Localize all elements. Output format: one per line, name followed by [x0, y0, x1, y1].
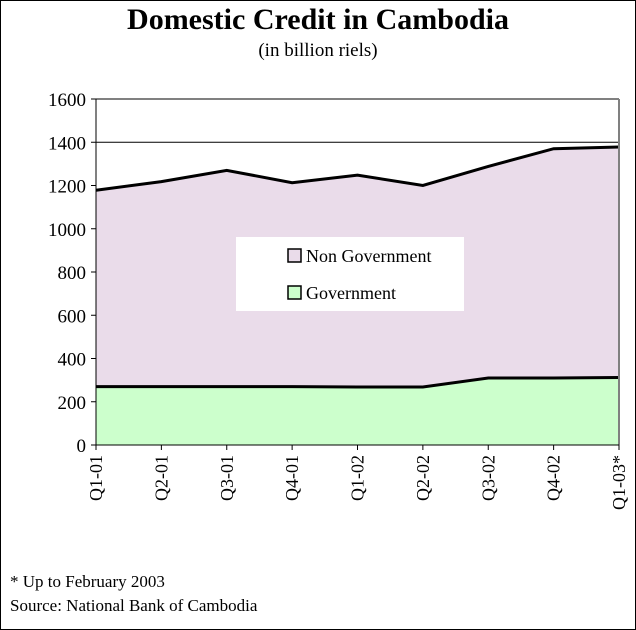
y-tick-label: 1600 [48, 90, 86, 111]
x-tick-label: Q4-02 [544, 455, 564, 501]
y-tick-label: 800 [58, 263, 87, 284]
x-tick-label: Q2-02 [413, 455, 433, 501]
y-tick-label: 1000 [48, 220, 86, 241]
legend-box [236, 237, 464, 311]
x-tick-label: Q4-01 [282, 455, 302, 501]
chart-title: Domestic Credit in Cambodia [127, 3, 509, 36]
y-tick-label: 400 [58, 350, 87, 371]
x-tick-label: Q1-01 [86, 455, 106, 501]
footnote: * Up to February 2003 [10, 572, 165, 591]
y-tick-label: 1200 [48, 177, 86, 198]
y-tick-label: 1400 [48, 133, 86, 154]
x-tick-label: Q2-01 [151, 455, 171, 501]
x-tick-label: Q3-01 [217, 455, 237, 501]
chart-subtitle: (in billion riels) [258, 40, 378, 61]
legend-swatch-non-government [287, 248, 302, 263]
x-tick-label: Q1-02 [348, 455, 368, 501]
y-tick-label: 200 [58, 393, 87, 414]
x-tick-label: Q1-03* [609, 455, 629, 510]
source-note: Source: National Bank of Cambodia [10, 596, 258, 615]
line-total [95, 145, 620, 192]
legend-swatch-government [287, 285, 302, 300]
legend-label-government: Government [306, 283, 396, 303]
line-government [96, 376, 620, 389]
y-tick-label: 600 [58, 306, 87, 327]
area-government [96, 377, 619, 445]
legend-label-non-government: Non Government [306, 246, 431, 266]
x-tick-label: Q3-02 [478, 455, 498, 501]
y-tick-label: 0 [77, 436, 87, 457]
